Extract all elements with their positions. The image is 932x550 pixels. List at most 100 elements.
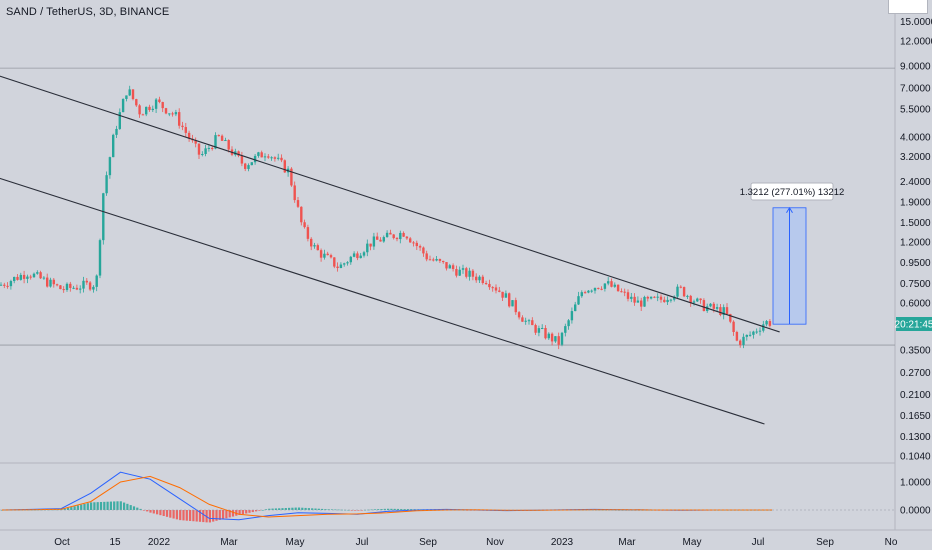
candle-body-76 bbox=[250, 162, 253, 166]
measure-label-box bbox=[750, 182, 834, 201]
candle-body-133 bbox=[438, 258, 442, 261]
candle-body-193 bbox=[636, 300, 640, 303]
candle-body-135 bbox=[445, 262, 448, 269]
macd-hist-bar-17 bbox=[57, 509, 60, 511]
time-tick-0: Oct bbox=[54, 537, 70, 548]
candle-body-212 bbox=[699, 298, 702, 301]
candle-body-37 bbox=[121, 98, 125, 113]
candle-body-15 bbox=[49, 279, 52, 287]
candle-body-77 bbox=[253, 155, 257, 163]
candle-body-69 bbox=[227, 140, 230, 150]
candle-body-188 bbox=[620, 291, 623, 293]
candle-body-119 bbox=[392, 234, 395, 239]
macd-hist-bar-124 bbox=[410, 509, 413, 510]
candle-body-48 bbox=[158, 99, 161, 103]
macd-tick-1: 0.0000 bbox=[900, 506, 931, 517]
candle-body-27 bbox=[88, 282, 92, 290]
candle-body-68 bbox=[224, 140, 227, 142]
macd-hist-bar-68 bbox=[225, 510, 228, 519]
time-tick-9: Mar bbox=[618, 537, 636, 548]
channel-upper-line[interactable] bbox=[0, 64, 780, 333]
candle-body-125 bbox=[412, 242, 415, 244]
candle-body-60 bbox=[197, 143, 201, 155]
candle-body-66 bbox=[217, 135, 220, 137]
candle-body-166 bbox=[547, 333, 550, 339]
macd-hist-bar-112 bbox=[370, 509, 373, 511]
macd-hist-bar-45 bbox=[149, 510, 152, 513]
macd-hist-bar-186 bbox=[614, 509, 617, 511]
candle-body-202 bbox=[666, 299, 669, 303]
macd-hist-bar-81 bbox=[268, 508, 271, 510]
candle-body-92 bbox=[303, 222, 306, 228]
macd-hist-bar-69 bbox=[228, 510, 231, 518]
candle-body-63 bbox=[207, 147, 211, 149]
macd-hist-bar-114 bbox=[377, 509, 380, 510]
candle-body-141 bbox=[465, 268, 468, 277]
macd-hist-bar-113 bbox=[373, 509, 376, 510]
macd-hist-bar-42 bbox=[139, 508, 142, 510]
candle-body-80 bbox=[263, 156, 267, 158]
candle-body-100 bbox=[329, 255, 333, 258]
candle-body-149 bbox=[491, 287, 494, 289]
time-tick-2: 2022 bbox=[148, 537, 171, 548]
candle-body-120 bbox=[395, 238, 399, 240]
candle-body-206 bbox=[679, 286, 682, 288]
time-tick-12: Sep bbox=[816, 537, 834, 548]
price-tick-9: 1.9000 bbox=[900, 198, 931, 209]
macd-hist-bar-99 bbox=[327, 509, 330, 510]
macd-hist-bar-188 bbox=[621, 509, 624, 511]
candle-body-136 bbox=[448, 265, 451, 269]
candle-body-220 bbox=[725, 307, 729, 314]
candle-body-134 bbox=[442, 260, 445, 263]
symbol-title: SAND / TetherUS, 3D, BINANCE bbox=[6, 6, 170, 18]
candle-body-26 bbox=[85, 280, 88, 283]
candle-body-173 bbox=[570, 311, 574, 321]
candle-body-94 bbox=[310, 238, 313, 247]
candle-body-208 bbox=[686, 295, 689, 297]
candle-body-226 bbox=[745, 334, 748, 337]
price-tick-11: 1.2000 bbox=[900, 238, 931, 249]
macd-hist-bar-27 bbox=[90, 502, 93, 510]
candle-body-74 bbox=[244, 163, 247, 169]
candle-body-232 bbox=[765, 321, 768, 325]
candle-body-17 bbox=[55, 284, 59, 286]
candle-body-179 bbox=[590, 290, 593, 292]
macd-hist-bar-87 bbox=[288, 507, 291, 510]
macd-hist-bar-33 bbox=[109, 501, 112, 510]
candle-body-112 bbox=[369, 243, 372, 247]
candle-body-167 bbox=[550, 333, 554, 342]
candle-body-105 bbox=[346, 262, 349, 264]
macd-hist-bar-95 bbox=[314, 508, 317, 510]
candle-body-0 bbox=[0, 284, 3, 286]
macd-hist-bar-31 bbox=[103, 501, 106, 510]
channel-lower-line[interactable] bbox=[0, 167, 765, 425]
macd-hist-bar-15 bbox=[50, 509, 53, 511]
candle-body-211 bbox=[696, 298, 699, 302]
candle-body-187 bbox=[616, 284, 620, 292]
macd-hist-bar-59 bbox=[195, 510, 198, 522]
candle-body-29 bbox=[95, 275, 98, 287]
candle-body-19 bbox=[62, 289, 65, 291]
candle-body-231 bbox=[762, 324, 765, 331]
candle-body-150 bbox=[494, 287, 498, 291]
candle-body-44 bbox=[145, 106, 148, 115]
candle-body-172 bbox=[567, 320, 570, 327]
price-tick-17: 0.2100 bbox=[900, 390, 931, 401]
macd-hist-bar-22 bbox=[73, 506, 76, 510]
candle-body-3 bbox=[9, 281, 13, 287]
candle-body-123 bbox=[405, 236, 409, 239]
candle-body-189 bbox=[623, 291, 626, 293]
candle-body-171 bbox=[564, 326, 567, 333]
time-tick-7: Nov bbox=[486, 537, 504, 548]
candle-body-43 bbox=[141, 114, 145, 116]
macd-hist-bar-67 bbox=[222, 510, 225, 520]
candle-body-143 bbox=[471, 270, 475, 277]
candle-body-21 bbox=[69, 283, 72, 288]
candle-body-195 bbox=[643, 296, 646, 307]
candle-body-73 bbox=[240, 155, 244, 164]
candle-body-51 bbox=[168, 113, 171, 115]
candle-body-216 bbox=[712, 303, 715, 309]
macd-hist-bar-96 bbox=[317, 508, 320, 510]
